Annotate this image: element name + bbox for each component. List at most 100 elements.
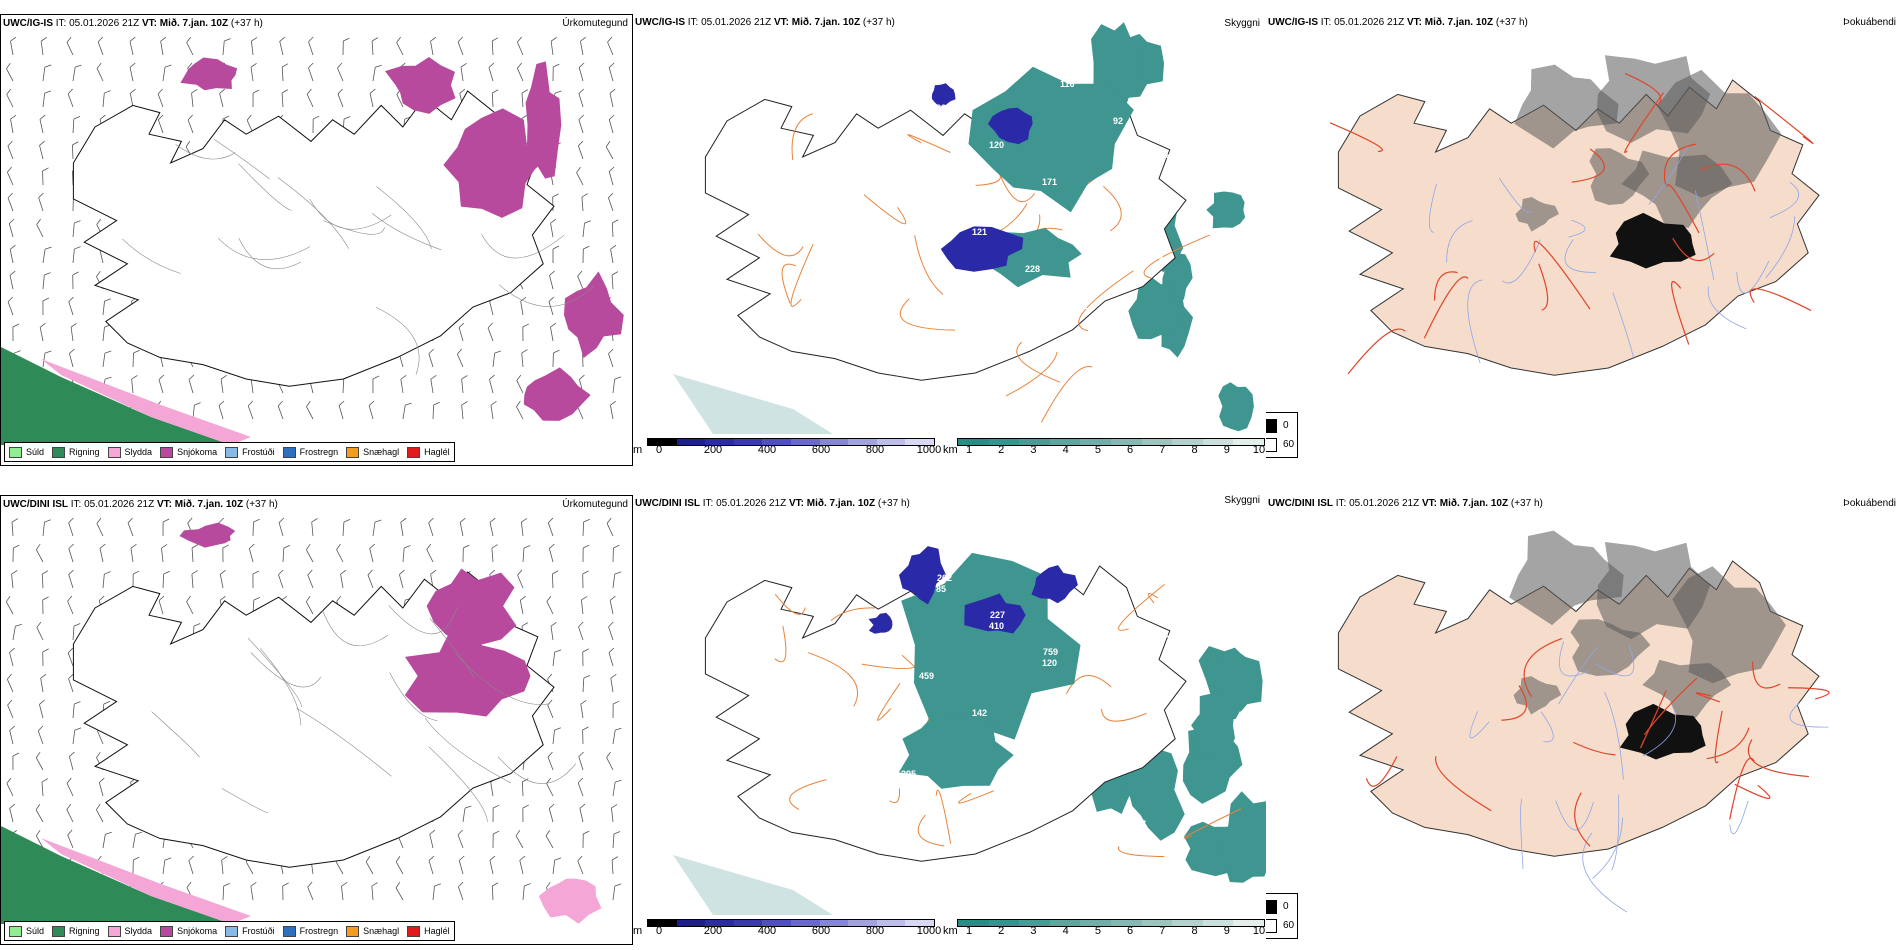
wind-barb <box>402 402 412 420</box>
terrain-line <box>122 238 181 274</box>
colorbar-segment <box>676 439 706 445</box>
wind-barb <box>608 647 615 667</box>
wind-barb <box>582 648 589 667</box>
dense-fog-area <box>1609 212 1696 269</box>
wind-barb <box>577 270 584 290</box>
wind-barb <box>545 830 554 849</box>
wind-barb <box>68 543 74 563</box>
wind-barb <box>610 673 617 693</box>
wind-barb <box>98 777 105 797</box>
wind-barb <box>96 62 104 82</box>
visibility-value-label: 71 <box>1078 301 1088 311</box>
colorbar-tick-label: 1 <box>965 925 973 937</box>
colorbar-tick-label: 3 <box>1030 444 1037 456</box>
river-line <box>1595 645 1635 677</box>
wind-barb <box>311 518 318 537</box>
visibility-value-label: 171 <box>1042 177 1057 187</box>
wind-barb <box>191 544 199 563</box>
wind-barb <box>308 36 314 56</box>
wind-barb <box>132 570 140 589</box>
wind-barb <box>457 829 464 849</box>
colorbar-segments <box>957 919 1265 927</box>
wind-barb <box>606 751 614 771</box>
wind-barb <box>612 727 622 745</box>
wind-barb <box>611 804 618 823</box>
wind-barb <box>582 220 591 238</box>
wind-barb <box>42 90 52 108</box>
wind-barb <box>186 36 194 56</box>
wind-barb <box>70 323 77 342</box>
wind-barb <box>35 751 44 771</box>
visibility-value-label: 177 <box>1131 819 1146 829</box>
wind-barb <box>521 349 528 368</box>
wind-barb <box>277 400 284 420</box>
wind-barb <box>72 727 82 745</box>
wind-barb <box>102 350 112 368</box>
legend-label: Súld <box>26 447 45 457</box>
wind-barb <box>581 193 588 212</box>
visibility-value-label: 611 <box>1060 560 1075 570</box>
road-line <box>914 235 944 295</box>
terrain-line <box>238 163 292 211</box>
wind-barb <box>550 621 557 641</box>
terrain-line <box>151 711 200 758</box>
wind-barb <box>129 36 136 56</box>
visibility-colorbar: km 1 2 3 4 5 6 7 8 9 10 <box>943 438 1266 462</box>
wind-barb <box>428 517 434 537</box>
panel-name: Skyggni <box>1224 495 1260 506</box>
visibility-value-label: 129 <box>1148 251 1163 261</box>
wind-barb <box>188 374 195 394</box>
wind-barb <box>35 829 44 849</box>
wind-barb <box>69 751 75 771</box>
low-cloud-base-area <box>964 593 1026 634</box>
colorbar-tick-label: 9 <box>1223 925 1230 937</box>
wind-barb <box>516 62 524 82</box>
colorbar-tick-label: 6 <box>1127 444 1134 456</box>
wind-barb <box>610 400 616 420</box>
road-line <box>791 113 813 161</box>
river-line <box>1736 260 1770 294</box>
visibility-value-label: 48 <box>1148 732 1158 742</box>
snow-area <box>426 568 517 645</box>
road-line <box>1533 240 1591 310</box>
wind-barb <box>132 856 140 875</box>
colorbar-segment <box>705 920 734 926</box>
panel-name: Úrkomutegund <box>562 499 628 510</box>
colorbar-segment <box>1080 920 1111 926</box>
road-line <box>1672 237 1715 262</box>
legend-label: Rigning <box>69 447 100 457</box>
wind-barb <box>42 648 49 667</box>
visibility-panel-row2: UWC/DINI ISL IT: 05.01.2026 21Z VT: Mið.… <box>633 495 1266 945</box>
road-line <box>757 233 804 257</box>
road-line <box>1040 366 1093 423</box>
wind-barb <box>521 778 529 797</box>
river-line <box>1559 641 1589 677</box>
wind-barb <box>577 140 584 160</box>
wind-barb <box>69 348 75 368</box>
river-line <box>1694 190 1715 280</box>
road-line <box>774 593 806 615</box>
colorbar-segment <box>1049 439 1081 445</box>
wind-barb <box>72 271 79 290</box>
wind-barb <box>39 699 45 719</box>
wind-barb <box>457 36 464 56</box>
wind-barb <box>41 570 49 589</box>
visibility-value-label: 227 <box>990 610 1005 620</box>
river-line <box>1765 216 1795 279</box>
wind-barb <box>9 803 16 823</box>
wind-barb <box>489 374 495 394</box>
legend-swatch <box>107 925 121 937</box>
wind-barb <box>548 296 555 316</box>
road-line <box>899 298 956 331</box>
colorbar-tick-label: 8 <box>1191 925 1198 937</box>
iceland-coastline <box>72 571 555 868</box>
cloud-base-colorbar: m 0 200 400 600 800 1000 <box>633 919 943 943</box>
legend-item: Snæhagl <box>346 925 399 937</box>
colorbar-tick-label: 200 <box>703 925 723 937</box>
wind-barb <box>612 831 621 849</box>
road-line <box>1147 593 1159 604</box>
wind-barb <box>278 517 285 537</box>
legend-swatch <box>52 925 66 937</box>
road-line <box>1347 328 1406 375</box>
legend-item: Snjókoma <box>160 446 217 458</box>
